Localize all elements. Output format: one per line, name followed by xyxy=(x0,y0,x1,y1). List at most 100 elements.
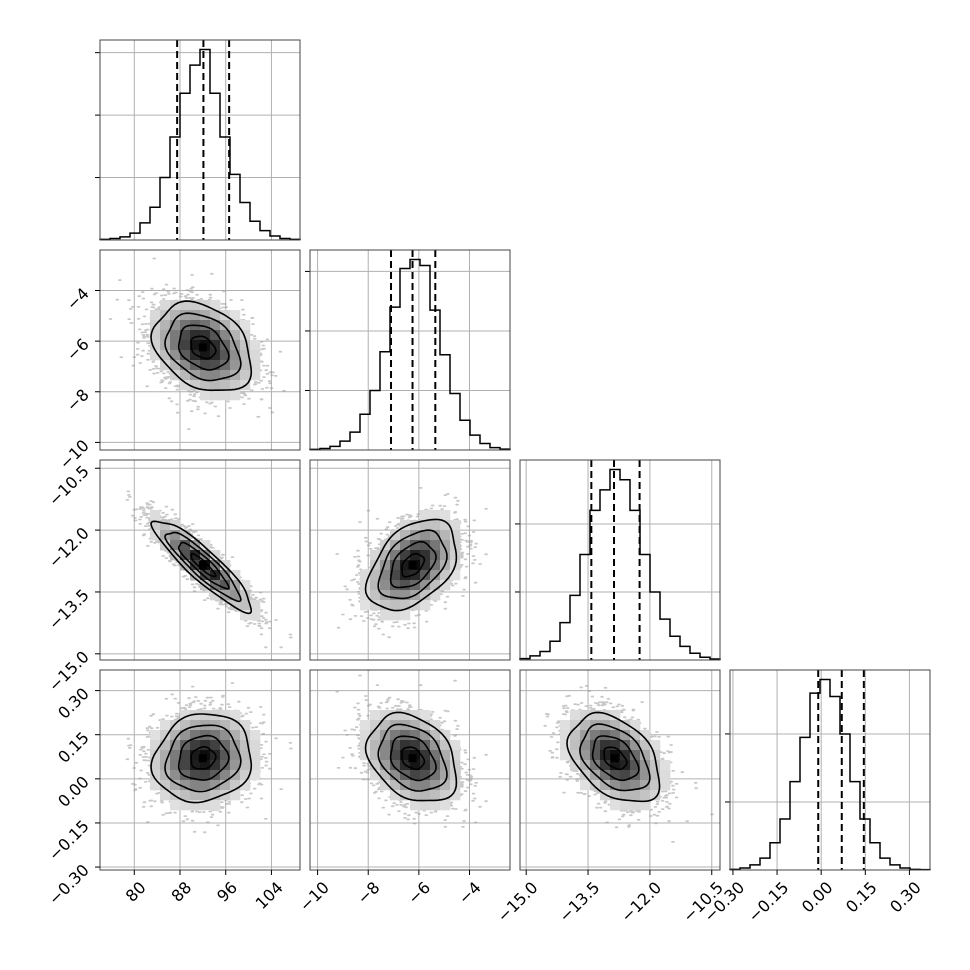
density-cell xyxy=(160,790,171,801)
density-cell xyxy=(210,300,221,311)
density-cell xyxy=(450,530,461,541)
contour-line xyxy=(566,711,661,803)
density-cell xyxy=(210,780,221,791)
density-cell xyxy=(440,520,451,531)
density-cell xyxy=(440,540,451,551)
density-cell xyxy=(590,740,601,751)
density-cell xyxy=(150,780,161,791)
density-cell xyxy=(190,330,201,341)
density-cell xyxy=(230,760,241,771)
density-cell xyxy=(160,720,171,731)
density-cell xyxy=(400,530,411,541)
x-tick-label: 80 xyxy=(122,878,150,906)
density-cell xyxy=(440,550,451,561)
density-cell xyxy=(420,750,431,761)
density-cell xyxy=(410,520,421,531)
density-cell xyxy=(410,540,421,551)
density-cell xyxy=(450,760,461,771)
density-cell xyxy=(610,710,621,721)
density-cell xyxy=(400,730,411,741)
density-panel-2-0 xyxy=(99,459,301,661)
density-peak xyxy=(198,343,207,352)
density-cell xyxy=(390,600,401,611)
density-cell xyxy=(160,750,171,761)
density-cell xyxy=(600,770,611,781)
density-cell xyxy=(620,770,631,781)
histogram-panel-3 xyxy=(725,669,931,871)
density-cell xyxy=(170,530,181,541)
panel-frame xyxy=(309,249,511,451)
density-cell xyxy=(170,340,181,351)
density-cell xyxy=(630,730,641,741)
y-tick-label: −4 xyxy=(63,284,93,314)
density-cell xyxy=(420,530,431,541)
density-cell xyxy=(570,730,581,741)
density-cell xyxy=(180,790,191,801)
density-cell xyxy=(220,730,231,741)
histogram-step-line xyxy=(519,468,721,660)
density-cell xyxy=(630,750,641,761)
density-cell xyxy=(400,740,411,751)
density-cell xyxy=(420,590,431,601)
density-cell xyxy=(210,380,221,391)
y-tick-label: −13.5 xyxy=(45,585,93,633)
density-cell xyxy=(240,720,251,731)
density-cell xyxy=(660,770,671,781)
density-cell xyxy=(160,330,171,341)
density-cell xyxy=(640,730,651,741)
x-tick-label: −10 xyxy=(296,878,333,915)
contour-line xyxy=(177,734,230,781)
density-cell xyxy=(570,720,581,731)
density-cell xyxy=(420,790,431,801)
density-cell xyxy=(370,710,381,721)
density-cell xyxy=(410,720,421,731)
density-cell xyxy=(380,710,391,721)
density-cell xyxy=(180,710,191,721)
density-cell xyxy=(420,510,431,521)
panel-frame xyxy=(729,669,931,871)
density-cell xyxy=(400,570,411,581)
density-cell xyxy=(250,360,261,371)
density-cell xyxy=(150,730,161,741)
density-cell xyxy=(230,750,241,761)
contour-line xyxy=(150,713,253,804)
x-tick-label: −13.5 xyxy=(555,878,603,926)
density-cell xyxy=(230,790,241,801)
density-cell xyxy=(640,780,651,791)
density-cell xyxy=(390,730,401,741)
density-cell xyxy=(230,730,241,741)
density-cell xyxy=(600,740,611,751)
density-cell xyxy=(430,720,441,731)
density-cell xyxy=(430,530,441,541)
density-cell xyxy=(620,790,631,801)
density-cell xyxy=(650,790,661,801)
density-cell xyxy=(230,320,241,331)
x-tick-label: 0.15 xyxy=(842,878,881,917)
density-cell xyxy=(410,710,421,721)
density-cell xyxy=(580,740,591,751)
density-cell xyxy=(430,780,441,791)
density-cell xyxy=(210,370,221,381)
density-cell xyxy=(240,770,251,781)
y-tick-label: 0.15 xyxy=(54,728,93,767)
density-cell xyxy=(560,750,571,761)
density-cell xyxy=(190,380,201,391)
density-cell xyxy=(200,370,211,381)
density-cell xyxy=(200,390,211,401)
density-cell xyxy=(190,720,201,731)
density-cell xyxy=(650,780,661,791)
density-cell xyxy=(250,610,261,621)
panel-content xyxy=(108,257,286,430)
density-cell xyxy=(150,520,161,531)
density-cell xyxy=(640,760,651,771)
density-cell xyxy=(420,560,431,571)
density-cell xyxy=(180,780,191,791)
density-cell xyxy=(160,740,171,751)
density-cell xyxy=(370,750,381,761)
contour-line xyxy=(389,540,437,589)
density-cell xyxy=(400,580,411,591)
density-cell xyxy=(580,710,591,721)
density-cell xyxy=(180,320,191,331)
contour-line xyxy=(190,746,217,770)
density-cell xyxy=(370,760,381,771)
